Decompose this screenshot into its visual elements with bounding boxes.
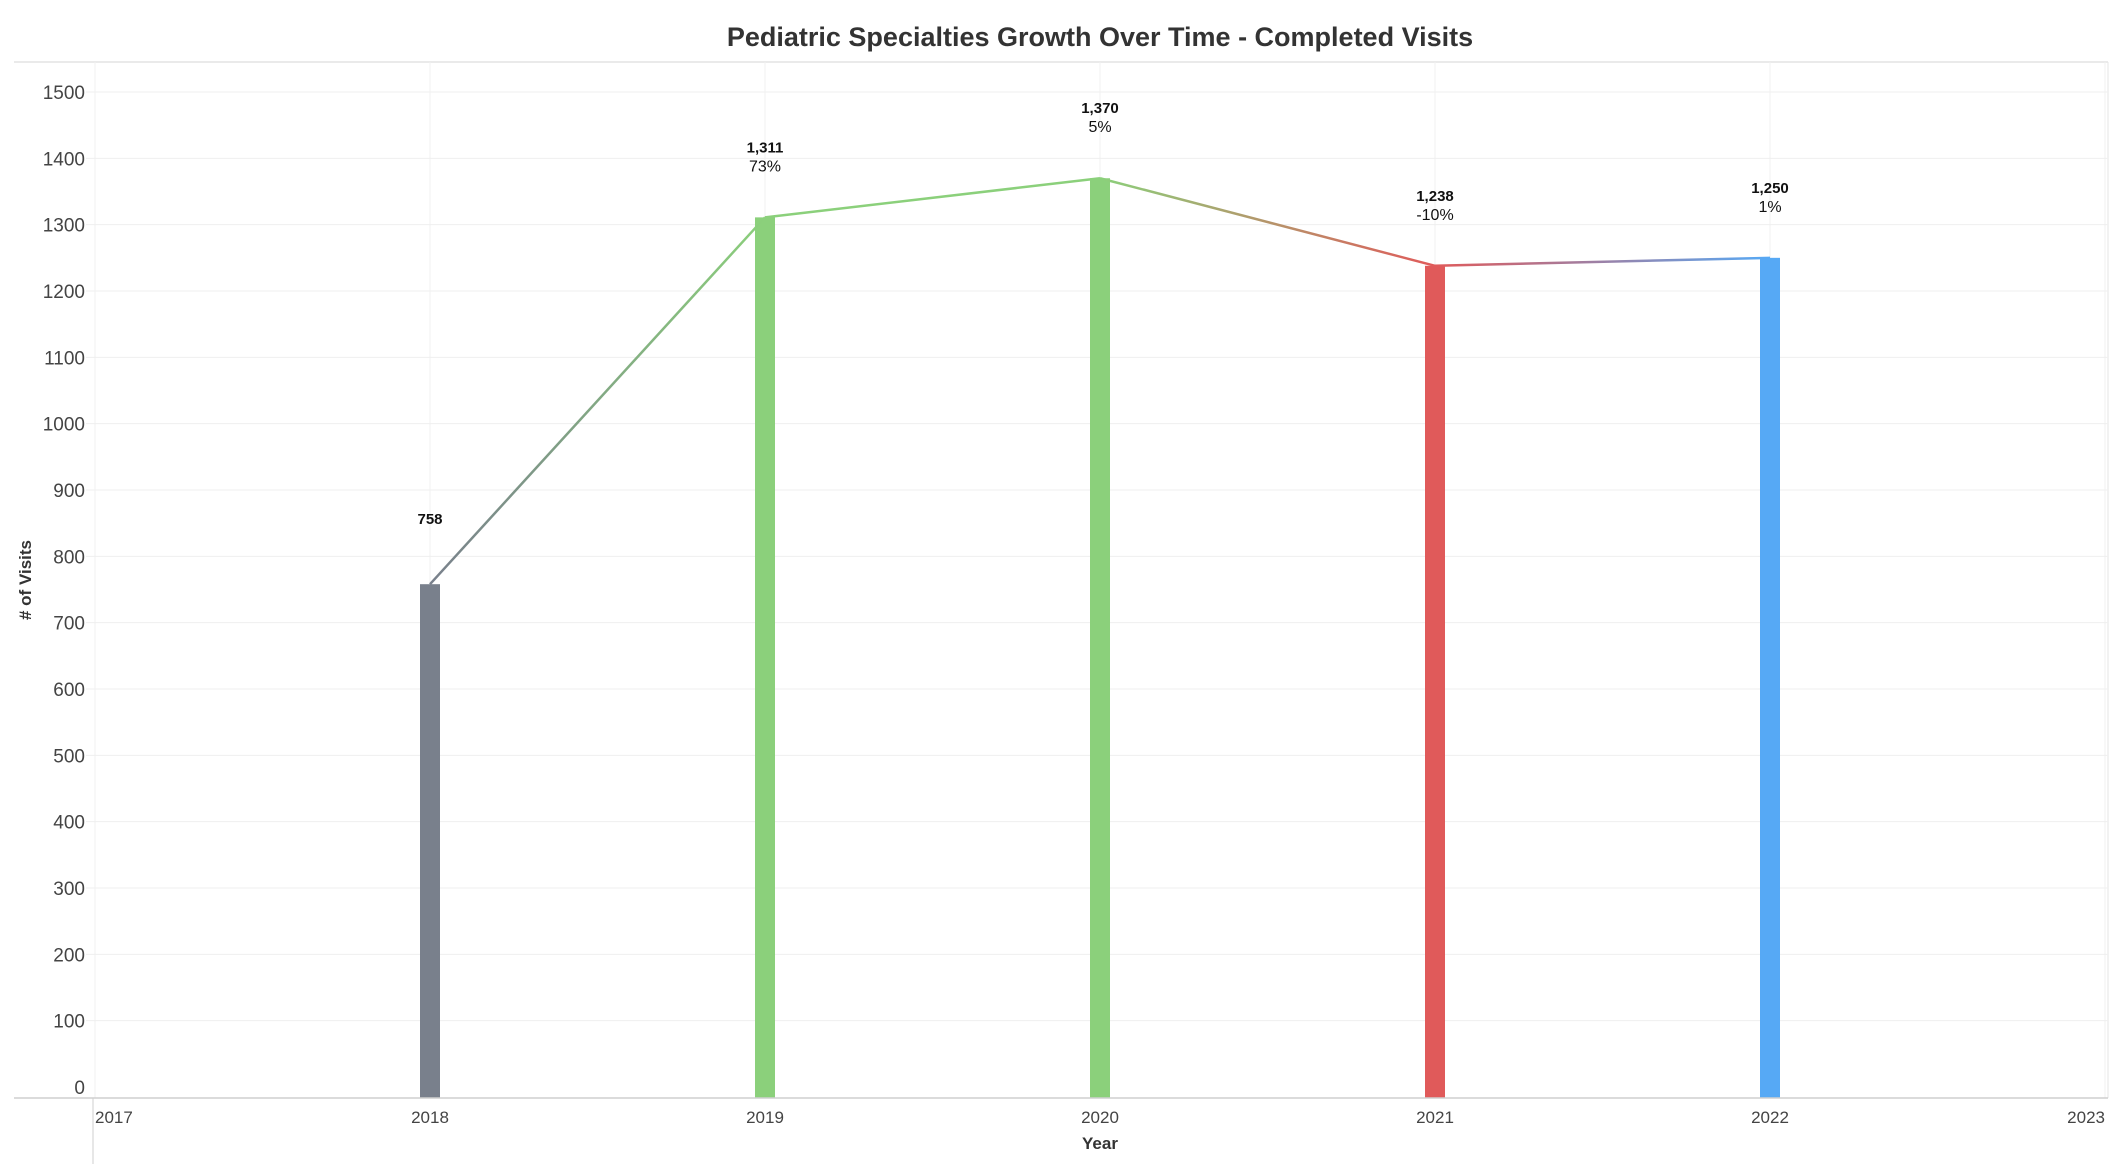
x-tick-label: 2017: [95, 1108, 133, 1127]
y-tick-label: 1100: [44, 348, 85, 369]
y-tick-label: 0: [74, 1078, 85, 1099]
trend-line-segment: [764, 176, 1101, 219]
trend-line-segment: [1434, 256, 1771, 268]
data-label-percent: 1%: [1758, 199, 1781, 216]
data-label-value: 1,238: [1416, 188, 1454, 205]
y-tick-label: 400: [53, 813, 85, 834]
y-tick-label: 100: [53, 1012, 85, 1033]
bar-2018: [420, 584, 440, 1098]
y-tick-label: 200: [53, 945, 85, 966]
y-axis-ticks: 0 100 200 300 400 500 600 700 800 900 1000 1100 1200…: [43, 83, 85, 1099]
y-tick-label: 1500: [43, 83, 85, 104]
trend-line: [429, 176, 1771, 586]
data-labels: 758 1,311 73% 1,370 5% 1,238 -10% 1,250 1%: [417, 100, 1788, 528]
data-label-value: 1,370: [1081, 100, 1119, 117]
trend-line-segment: [429, 216, 766, 586]
x-tick-label: 2020: [1081, 1108, 1119, 1127]
y-tick-label: 1000: [43, 415, 85, 436]
data-label-value: 758: [417, 511, 442, 528]
x-tick-label: 2022: [1751, 1108, 1789, 1127]
y-tick-label: 300: [53, 879, 85, 900]
x-axis-title: Year: [1082, 1134, 1118, 1153]
y-tick-label: 1400: [43, 149, 85, 170]
bar-2021: [1425, 265, 1445, 1098]
y-tick-label: 800: [53, 547, 85, 568]
bars: [420, 178, 1780, 1098]
bar-2019: [755, 217, 775, 1098]
data-label-percent: -10%: [1416, 207, 1453, 224]
trend-line-segment: [1099, 177, 1436, 268]
data-label-value: 1,311: [747, 139, 784, 156]
y-tick-label: 500: [53, 746, 85, 767]
y-axis-title: # of Visits: [16, 540, 35, 620]
data-label-value: 1,250: [1751, 180, 1789, 197]
x-tick-label: 2023: [2067, 1108, 2105, 1127]
y-tick-label: 700: [53, 614, 85, 635]
y-tick-label: 1200: [43, 282, 85, 303]
data-label-percent: 5%: [1088, 119, 1111, 136]
y-tick-label: 600: [53, 680, 85, 701]
chart-title: Pediatric Specialties Growth Over Time -…: [727, 22, 1473, 52]
data-label-percent: 73%: [749, 158, 781, 175]
x-axis-ticks: 2017 2018 2019 2020 2021 2022 2023: [95, 1108, 2105, 1127]
y-tick-label: 900: [53, 481, 85, 502]
bar-2022: [1760, 257, 1780, 1098]
y-tick-label: 1300: [43, 216, 85, 237]
x-tick-label: 2018: [411, 1108, 449, 1127]
x-tick-label: 2019: [746, 1108, 784, 1127]
x-tick-label: 2021: [1416, 1108, 1454, 1127]
bar-2020: [1090, 178, 1110, 1098]
